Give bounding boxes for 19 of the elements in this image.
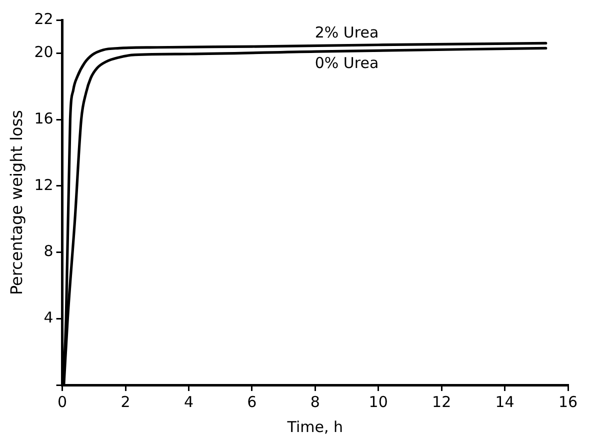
- y-tick-label: 16: [34, 109, 54, 128]
- y-tick-label: 12: [34, 176, 54, 194]
- x-tick-label: 4: [184, 392, 194, 411]
- y-tick-label: 20: [34, 43, 54, 62]
- x-tick-label: 8: [310, 392, 320, 411]
- series-label: 2% Urea: [314, 23, 379, 42]
- y-tick-label: 22: [34, 10, 54, 28]
- x-tick-label: 12: [432, 392, 452, 411]
- y-tick-label: 4: [44, 308, 54, 327]
- x-axis-title: Time, h: [286, 418, 344, 436]
- y-axis-title: Percentage weight loss: [6, 110, 26, 296]
- x-tick-label: 0: [58, 392, 68, 411]
- x-tick-label: 2: [120, 392, 130, 411]
- x-tick-label: 14: [495, 392, 514, 411]
- y-tick-label: 8: [44, 242, 54, 260]
- x-tick-label: 10: [368, 392, 388, 411]
- series-label: 0% Urea: [314, 54, 379, 72]
- x-tick-label: 6: [247, 392, 257, 411]
- x-tick-label: 16: [558, 392, 578, 411]
